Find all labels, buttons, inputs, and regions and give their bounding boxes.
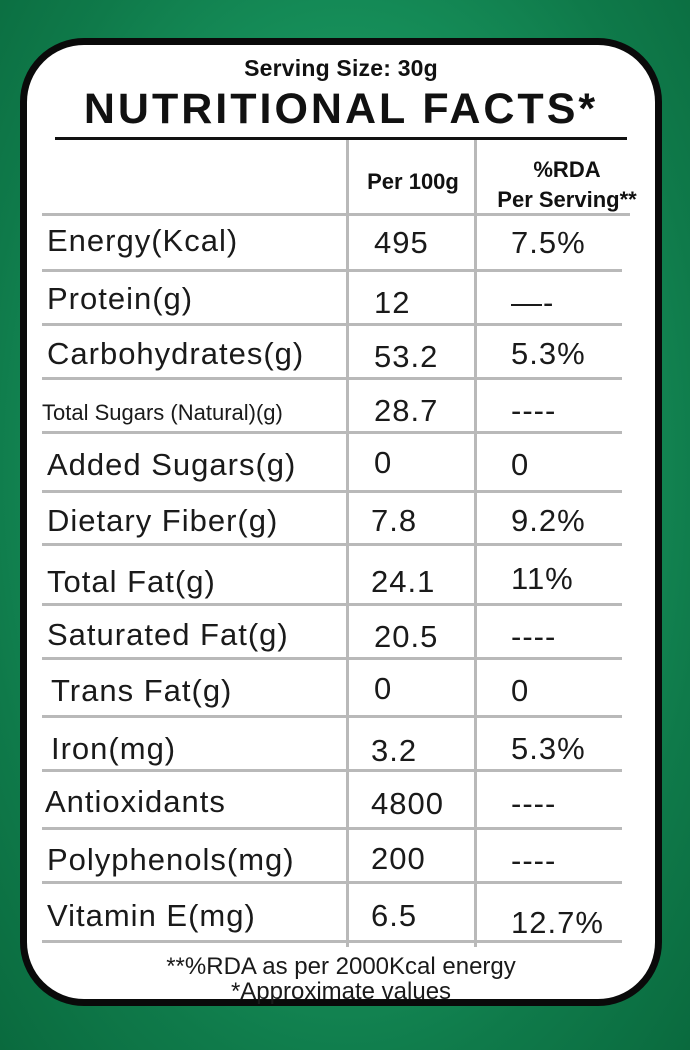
- row-rda: —-: [511, 285, 555, 320]
- row-rda: 0: [511, 447, 530, 482]
- row-rda: 5.3%: [511, 731, 586, 766]
- row-label: Energy(Kcal): [47, 223, 239, 258]
- row-label: Carbohydrates(g): [47, 336, 305, 371]
- row-rda: ----: [511, 786, 557, 821]
- row-divider: [42, 881, 622, 884]
- row-per-100g: 0: [374, 445, 393, 480]
- row-divider: [42, 377, 622, 380]
- approximate-footnote: *Approximate values: [230, 978, 452, 1005]
- row-label: Saturated Fat(g): [47, 617, 289, 652]
- row-label: Dietary Fiber(g): [47, 503, 279, 538]
- row-per-100g: 53.2: [374, 339, 439, 374]
- row-rda: 11%: [511, 561, 574, 596]
- row-per-100g: 0: [374, 671, 393, 706]
- row-label: Vitamin E(mg): [47, 898, 256, 933]
- row-per-100g: 28.7: [374, 393, 439, 428]
- nutrition-label-card: Serving Size: 30g NUTRITIONAL FACTS* Per…: [20, 38, 662, 1006]
- header-rda-line1: %RDA: [533, 157, 601, 182]
- row-divider: [42, 715, 622, 718]
- row-per-100g: 24.1: [371, 564, 436, 599]
- row-rda: 5.3%: [511, 336, 586, 371]
- row-divider: [42, 269, 622, 272]
- row-per-100g: 12: [374, 285, 411, 320]
- row-rda: ----: [511, 393, 557, 428]
- row-per-100g: 20.5: [374, 619, 439, 654]
- row-label: Antioxidants: [45, 784, 226, 819]
- row-per-100g: 3.2: [371, 733, 418, 768]
- row-rda: 12.7%: [511, 905, 604, 940]
- row-rda: 7.5%: [511, 225, 586, 260]
- row-divider: [42, 769, 622, 772]
- label-title: NUTRITIONAL FACTS*: [83, 85, 599, 133]
- row-divider: [42, 657, 622, 660]
- row-label: Trans Fat(g): [51, 673, 233, 708]
- row-label: Protein(g): [47, 281, 194, 316]
- rda-footnote: **%RDA as per 2000Kcal energy: [166, 953, 516, 980]
- title-divider: [55, 137, 627, 140]
- row-divider: [42, 431, 622, 434]
- row-divider: [42, 940, 622, 943]
- row-divider: [42, 543, 622, 546]
- row-divider: [42, 213, 630, 216]
- row-per-100g: 495: [374, 225, 429, 260]
- row-rda: ----: [511, 843, 557, 878]
- header-per-100g: Per 100g: [367, 169, 459, 194]
- row-divider: [42, 603, 622, 606]
- row-rda: 9.2%: [511, 503, 586, 538]
- header-rda: %RDA Per Serving**: [475, 155, 659, 215]
- row-per-100g: 7.8: [371, 503, 418, 538]
- row-per-100g: 4800: [371, 786, 444, 821]
- serving-size: Serving Size: 30g: [244, 55, 438, 81]
- row-divider: [42, 827, 622, 830]
- row-per-100g: 6.5: [371, 898, 418, 933]
- row-rda: 0: [511, 673, 530, 708]
- row-label: Polyphenols(mg): [47, 842, 295, 877]
- row-label: Total Sugars (Natural)(g): [42, 400, 283, 425]
- row-label: Added Sugars(g): [47, 447, 297, 482]
- row-divider: [42, 323, 622, 326]
- header-rda-line2: Per Serving**: [497, 187, 637, 212]
- row-label: Total Fat(g): [47, 564, 216, 599]
- row-divider: [42, 490, 622, 493]
- row-per-100g: 200: [371, 841, 426, 876]
- row-label: Iron(mg): [51, 731, 177, 766]
- row-rda: ----: [511, 619, 557, 654]
